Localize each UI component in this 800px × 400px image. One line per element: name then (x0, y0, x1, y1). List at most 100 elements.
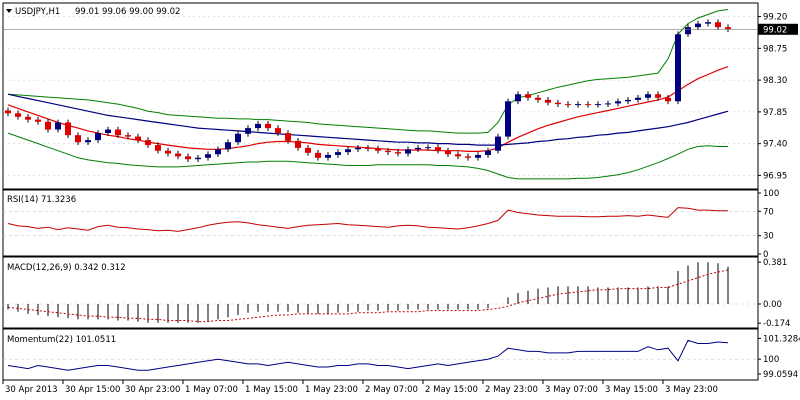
bull-candle[interactable] (255, 123, 261, 129)
bear-candle[interactable] (715, 22, 721, 28)
price-axis-tick-label: 98.30 (763, 76, 787, 86)
bear-candle[interactable] (725, 27, 731, 30)
bull-candle[interactable] (675, 34, 681, 102)
bear-candle[interactable] (385, 150, 391, 153)
momentum-axis-tick-label: 99.0594 (763, 370, 798, 380)
bull-candle[interactable] (335, 152, 341, 155)
bear-candle[interactable] (445, 150, 451, 155)
bull-candle[interactable] (475, 154, 481, 158)
bear-candle[interactable] (145, 140, 151, 146)
bull-candle[interactable] (345, 149, 351, 153)
bear-candle[interactable] (535, 97, 541, 100)
rsi-label: RSI(14) 71.3236 (7, 195, 76, 205)
candle-layer[interactable] (5, 19, 731, 162)
bear-candle[interactable] (35, 119, 41, 122)
bear-candle[interactable] (275, 128, 281, 134)
bear-candle[interactable] (265, 123, 271, 129)
macd-signal-line (7, 269, 729, 323)
bear-candle[interactable] (315, 152, 321, 158)
bull-candle[interactable] (235, 133, 241, 143)
price-axis-tick-label: 96.95 (763, 171, 787, 181)
bear-candle[interactable] (175, 153, 181, 157)
bull-candle[interactable] (615, 101, 621, 104)
bull-candle[interactable] (645, 94, 651, 98)
bear-candle[interactable] (165, 150, 171, 154)
bear-candle[interactable] (395, 152, 401, 154)
price-axis-tick-label: 99.20 (763, 13, 787, 23)
bear-candle[interactable] (435, 147, 441, 151)
rsi-panel[interactable] (2, 189, 759, 257)
bull-candle[interactable] (605, 103, 611, 105)
bear-candle[interactable] (285, 133, 291, 141)
bear-candle[interactable] (135, 136, 141, 141)
bull-candle[interactable] (685, 27, 691, 35)
bollinger-upper-line (7, 9, 729, 134)
bear-candle[interactable] (45, 121, 51, 130)
bear-candle[interactable] (365, 147, 371, 149)
bear-candle[interactable] (585, 104, 591, 106)
bull-candle[interactable] (575, 104, 581, 106)
bear-candle[interactable] (5, 110, 11, 114)
bull-candle[interactable] (215, 149, 221, 155)
momentum-axis-tick-label: 101.3284 (763, 334, 800, 344)
bear-candle[interactable] (305, 147, 311, 153)
bear-candle[interactable] (295, 140, 301, 148)
bull-candle[interactable] (355, 147, 361, 150)
time-tick-label: 2 May 23:00 (485, 385, 538, 395)
time-tick-label: 3 May 15:00 (605, 385, 658, 395)
bull-candle[interactable] (625, 99, 631, 102)
bear-candle[interactable] (525, 94, 531, 98)
bull-candle[interactable] (505, 101, 511, 137)
symbol-dropdown-icon[interactable] (6, 9, 12, 13)
bull-candle[interactable] (55, 122, 61, 130)
time-tick-label: 2 May 07:00 (365, 385, 418, 395)
bear-candle[interactable] (455, 154, 461, 157)
bear-candle[interactable] (465, 156, 471, 158)
bull-candle[interactable] (485, 150, 491, 155)
bull-candle[interactable] (705, 22, 711, 24)
bull-candle[interactable] (635, 97, 641, 100)
bull-candle[interactable] (595, 104, 601, 106)
bull-candle[interactable] (695, 23, 701, 28)
bear-candle[interactable] (155, 145, 161, 151)
bear-candle[interactable] (655, 94, 661, 98)
bull-candle[interactable] (95, 133, 101, 141)
bear-candle[interactable] (375, 148, 381, 151)
bull-candle[interactable] (205, 154, 211, 158)
bull-candle[interactable] (495, 136, 501, 151)
bull-candle[interactable] (415, 147, 421, 150)
bull-candle[interactable] (425, 147, 431, 149)
price-panel[interactable] (2, 2, 759, 190)
momentum-panel[interactable] (2, 328, 759, 381)
bear-candle[interactable] (65, 122, 71, 136)
time-tick-label: 1 May 07:00 (185, 385, 238, 395)
axis-layer: 99.2098.7598.3097.8597.4096.95100703000.… (2, 13, 800, 395)
bull-candle[interactable] (85, 140, 91, 143)
bull-candle[interactable] (105, 129, 111, 134)
bear-candle[interactable] (665, 97, 671, 102)
bull-candle[interactable] (515, 94, 521, 102)
bull-candle[interactable] (225, 142, 231, 150)
bear-candle[interactable] (15, 113, 21, 117)
bear-candle[interactable] (555, 102, 561, 105)
current-price-label: 99.02 (763, 25, 787, 35)
bear-candle[interactable] (75, 135, 81, 143)
momentum-line (7, 339, 729, 371)
macd-label: MACD(12,26,9) 0.342 0.312 (7, 263, 126, 273)
bull-candle[interactable] (325, 154, 331, 158)
rsi-axis-tick-label: 30 (763, 232, 774, 242)
bear-candle[interactable] (545, 99, 551, 103)
bear-candle[interactable] (185, 156, 191, 160)
bear-candle[interactable] (115, 129, 121, 136)
bear-candle[interactable] (25, 116, 31, 120)
bear-candle[interactable] (125, 135, 131, 137)
bear-candle[interactable] (565, 104, 571, 106)
bull-candle[interactable] (405, 149, 411, 154)
ohlc-label: 99.01 99.06 99.00 99.02 (75, 7, 180, 17)
time-tick-label: 30 Apr 23:00 (125, 385, 180, 395)
bull-candle[interactable] (195, 157, 201, 160)
macd-panel[interactable] (2, 256, 759, 329)
bull-candle[interactable] (245, 128, 251, 134)
